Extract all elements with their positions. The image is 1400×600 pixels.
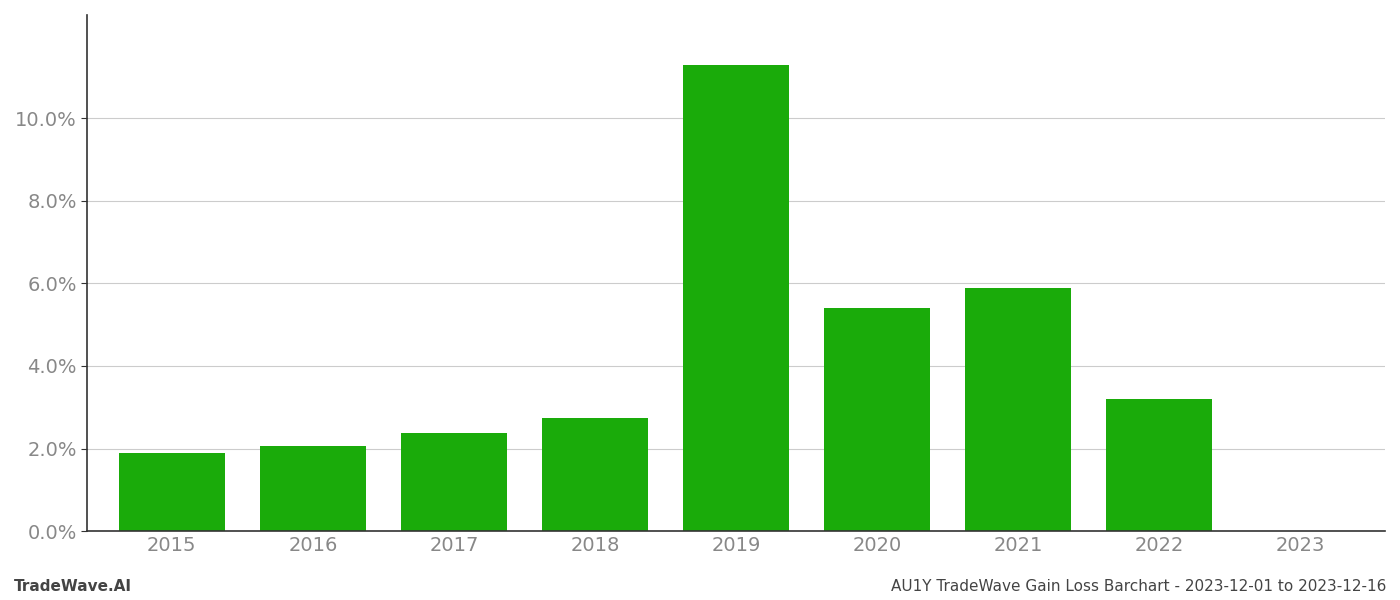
Text: TradeWave.AI: TradeWave.AI xyxy=(14,579,132,594)
Bar xyxy=(260,446,365,531)
Bar xyxy=(1106,399,1212,531)
Bar xyxy=(400,433,507,531)
Bar xyxy=(119,452,225,531)
Bar xyxy=(683,65,790,531)
Bar xyxy=(542,418,648,531)
Text: AU1Y TradeWave Gain Loss Barchart - 2023-12-01 to 2023-12-16: AU1Y TradeWave Gain Loss Barchart - 2023… xyxy=(890,579,1386,594)
Bar xyxy=(825,308,930,531)
Bar xyxy=(966,287,1071,531)
